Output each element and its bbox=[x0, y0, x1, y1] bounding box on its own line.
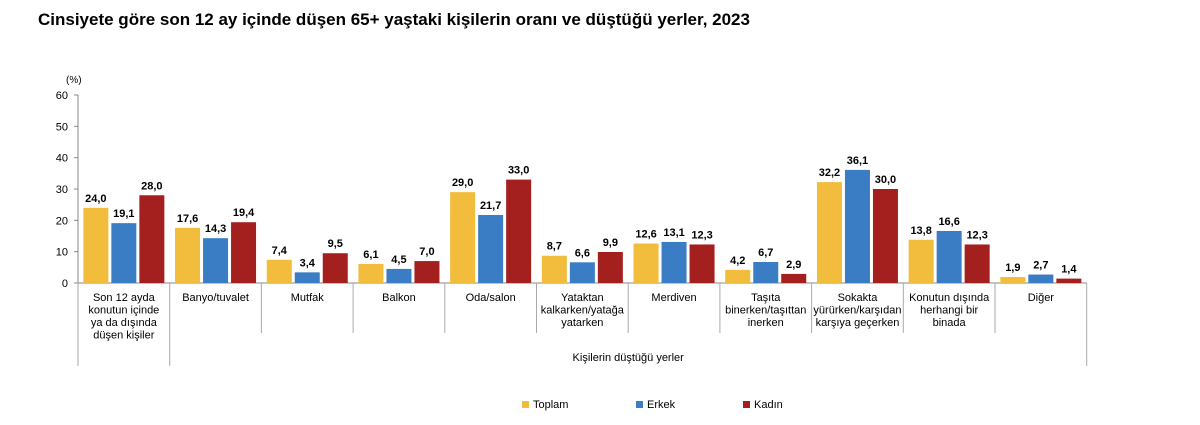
bar-toplam bbox=[816, 182, 842, 283]
data-label: 21,7 bbox=[480, 200, 501, 212]
data-label: 1,4 bbox=[1061, 264, 1077, 276]
data-label: 9,9 bbox=[603, 237, 618, 249]
bar-toplam bbox=[1000, 277, 1026, 283]
bar-erkek bbox=[1028, 274, 1054, 283]
data-label: 17,6 bbox=[177, 213, 198, 225]
y-tick-label: 60 bbox=[56, 90, 68, 102]
bar-erkek bbox=[753, 262, 779, 283]
bar-toplam bbox=[358, 263, 384, 283]
bar-erkek bbox=[844, 169, 870, 283]
category-label: Oda/salon bbox=[466, 292, 516, 304]
data-label: 29,0 bbox=[452, 177, 473, 189]
bar-kadın bbox=[872, 189, 898, 283]
category-label: Mutfak bbox=[291, 292, 325, 304]
category-label: Taşıta binerken/taşıttan inerken bbox=[725, 292, 806, 329]
bar-erkek bbox=[478, 215, 504, 283]
data-label: 32,2 bbox=[819, 167, 840, 179]
y-tick-label: 0 bbox=[62, 278, 68, 290]
data-label: 28,0 bbox=[141, 180, 162, 192]
bar-toplam bbox=[725, 269, 751, 283]
legend-label: Toplam bbox=[533, 399, 568, 411]
data-label: 14,3 bbox=[205, 223, 226, 235]
bar-erkek bbox=[936, 230, 962, 283]
bar-erkek bbox=[111, 223, 137, 283]
legend-swatch bbox=[743, 401, 750, 408]
category-label: Yataktan kalkarken/yatağa yatarken bbox=[541, 292, 625, 329]
bar-kadın bbox=[231, 222, 257, 283]
bar-erkek bbox=[294, 272, 320, 283]
category-label: Balkon bbox=[382, 292, 416, 304]
data-label: 33,0 bbox=[508, 165, 529, 177]
y-axis-label: (%) bbox=[66, 75, 82, 86]
category-label: Merdiven bbox=[651, 292, 696, 304]
data-label: 2,7 bbox=[1033, 260, 1048, 272]
legend-swatch bbox=[522, 401, 529, 408]
data-label: 19,4 bbox=[233, 207, 255, 219]
bar-kadın bbox=[1056, 278, 1082, 283]
data-label: 1,9 bbox=[1005, 262, 1020, 274]
bar-erkek bbox=[569, 262, 595, 283]
data-label: 30,0 bbox=[875, 174, 896, 186]
data-label: 19,1 bbox=[113, 208, 134, 220]
data-label: 16,6 bbox=[938, 216, 959, 228]
bar-toplam bbox=[83, 207, 109, 283]
legend-swatch bbox=[636, 401, 643, 408]
data-label: 2,9 bbox=[786, 259, 801, 271]
bar-toplam bbox=[633, 243, 659, 283]
data-label: 6,1 bbox=[363, 249, 378, 261]
data-label: 7,0 bbox=[419, 246, 434, 258]
category-label: Son 12 ayda konutun içinde ya da dışında dü… bbox=[88, 292, 159, 342]
data-label: 13,8 bbox=[910, 225, 931, 237]
bar-toplam bbox=[450, 192, 476, 283]
data-label: 6,6 bbox=[575, 247, 590, 259]
y-tick-label: 30 bbox=[56, 184, 68, 196]
bar-kadın bbox=[139, 195, 165, 283]
data-label: 12,3 bbox=[966, 229, 987, 241]
bar-erkek bbox=[661, 241, 687, 283]
bar-erkek bbox=[203, 238, 229, 283]
data-label: 12,3 bbox=[691, 229, 712, 241]
bar-erkek bbox=[386, 268, 412, 283]
legend-label: Erkek bbox=[647, 399, 676, 411]
data-label: 7,4 bbox=[272, 245, 288, 257]
data-label: 13,1 bbox=[663, 227, 684, 239]
category-label: Diğer bbox=[1028, 292, 1055, 304]
bar-kadın bbox=[964, 244, 990, 283]
bar-toplam bbox=[175, 227, 201, 283]
bar-kadın bbox=[689, 244, 715, 283]
y-tick-label: 10 bbox=[56, 247, 68, 259]
bar-toplam bbox=[908, 239, 934, 283]
y-tick-label: 20 bbox=[56, 215, 68, 227]
bar-toplam bbox=[541, 255, 567, 283]
legend-label: Kadın bbox=[754, 399, 783, 411]
data-label: 4,5 bbox=[391, 254, 406, 266]
data-label: 36,1 bbox=[847, 155, 868, 167]
category-label: Konutun dışında herhangi bir binada bbox=[909, 292, 990, 329]
data-label: 24,0 bbox=[85, 193, 106, 205]
data-label: 12,6 bbox=[635, 229, 656, 241]
data-label: 9,5 bbox=[328, 238, 343, 250]
data-label: 8,7 bbox=[547, 241, 562, 253]
bar-kadın bbox=[322, 253, 348, 283]
bar-toplam bbox=[266, 259, 292, 283]
category-label: Sokakta yürürken/karşıdan karşıya geçerken bbox=[813, 292, 901, 329]
y-tick-label: 50 bbox=[56, 121, 68, 133]
y-tick-label: 40 bbox=[56, 153, 68, 165]
x-axis-label: Kişilerin düştüğü yerler bbox=[573, 352, 685, 364]
data-label: 3,4 bbox=[300, 257, 316, 269]
bar-kadın bbox=[781, 273, 807, 283]
data-label: 4,2 bbox=[730, 255, 745, 267]
category-label: Banyo/tuvalet bbox=[182, 292, 249, 304]
bar-kadın bbox=[414, 261, 440, 283]
chart-title: Cinsiyete göre son 12 ay içinde düşen 65… bbox=[38, 10, 750, 29]
data-label: 6,7 bbox=[758, 247, 773, 259]
bar-kadın bbox=[506, 179, 532, 283]
bar-kadın bbox=[597, 251, 623, 283]
